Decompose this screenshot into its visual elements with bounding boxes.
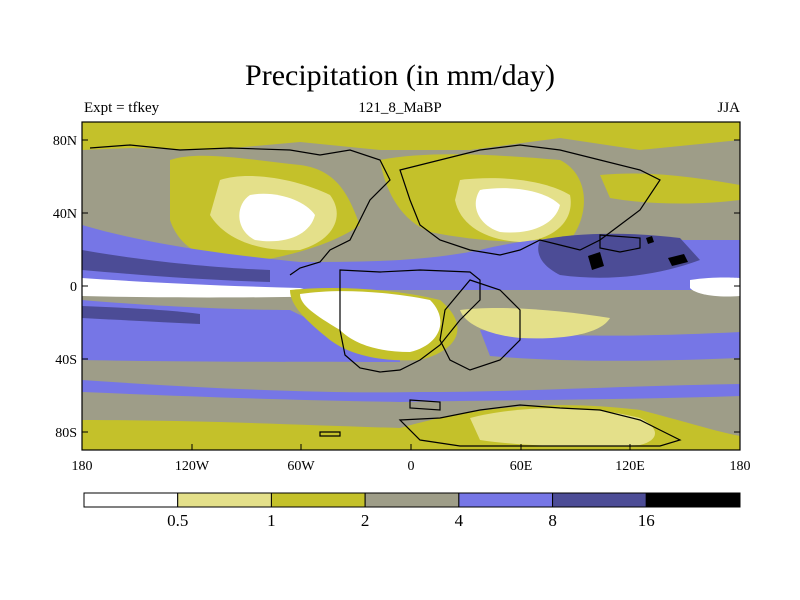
lon-tick-60w: 60W [287, 459, 315, 474]
pacific-mid-dry [600, 173, 740, 204]
colorbar-label: 0.5 [167, 511, 188, 530]
map-title: Precipitation (in mm/day) [245, 59, 555, 92]
monsoon-extreme-3 [646, 236, 654, 244]
colorbar-label: 8 [548, 511, 557, 530]
island-3 [599, 234, 641, 253]
antarctic-desert [470, 408, 655, 447]
colorbar-label: 2 [361, 511, 370, 530]
north-america-desert [239, 193, 315, 242]
africa-outline [439, 279, 521, 371]
experiment-label: Expt = tfkey [84, 100, 160, 116]
lat-tick-40n: 40N [53, 207, 77, 222]
south-america-desert [300, 291, 441, 352]
lat-tick-80n: 80N [53, 134, 77, 149]
north-tropical-heavy [82, 250, 270, 282]
lon-tick-180e: 180 [730, 459, 751, 474]
colorbar-swatch [552, 492, 647, 508]
equatorial-dry-strip [82, 278, 330, 298]
colorbar-label: 4 [455, 511, 464, 530]
lon-tick-120e: 120E [615, 459, 645, 474]
lon-tick-60e: 60E [510, 459, 533, 474]
colorbar-swatch [83, 492, 179, 508]
antarctica-outline [398, 404, 682, 447]
north-america-outline [89, 144, 391, 276]
north-dry-band [82, 122, 740, 150]
season-label: JJA [717, 100, 740, 116]
asia-desert [475, 188, 560, 233]
colorbar-swatch [270, 492, 366, 508]
coastlines [89, 144, 682, 447]
lon-tick-120w: 120W [175, 459, 210, 474]
monsoon-extreme-1 [588, 252, 604, 270]
lat-tick-40s: 40S [55, 353, 77, 368]
lon-tick-180w: 180 [72, 459, 93, 474]
africa-south-arid [460, 307, 610, 339]
east-pacific-dry [690, 277, 740, 297]
colorbar-label: 16 [638, 511, 655, 530]
colorbar-swatch [645, 492, 741, 508]
lat-tick-0: 0 [70, 280, 77, 295]
island-1 [319, 431, 341, 437]
lon-tick-0: 0 [408, 459, 415, 474]
colorbar-swatch [364, 492, 460, 508]
colorbar-swatch [458, 492, 554, 508]
island-2 [409, 399, 441, 411]
tick-marks [81, 139, 741, 450]
south-tropical-heavy [82, 306, 200, 324]
asian-monsoon-heavy [538, 233, 700, 278]
precipitation-field [82, 122, 740, 450]
south-ocean-wet [82, 380, 740, 402]
south-america-outline [339, 269, 481, 373]
colorbar-label: 1 [267, 511, 276, 530]
lat-tick-80s: 80S [55, 426, 77, 441]
period-label: 121_8_MaBP [358, 100, 442, 116]
colorbar: 0.5 1 2 4 8 16 [83, 492, 741, 530]
colorbar-swatch [177, 492, 272, 508]
monsoon-extreme-2 [668, 254, 688, 266]
